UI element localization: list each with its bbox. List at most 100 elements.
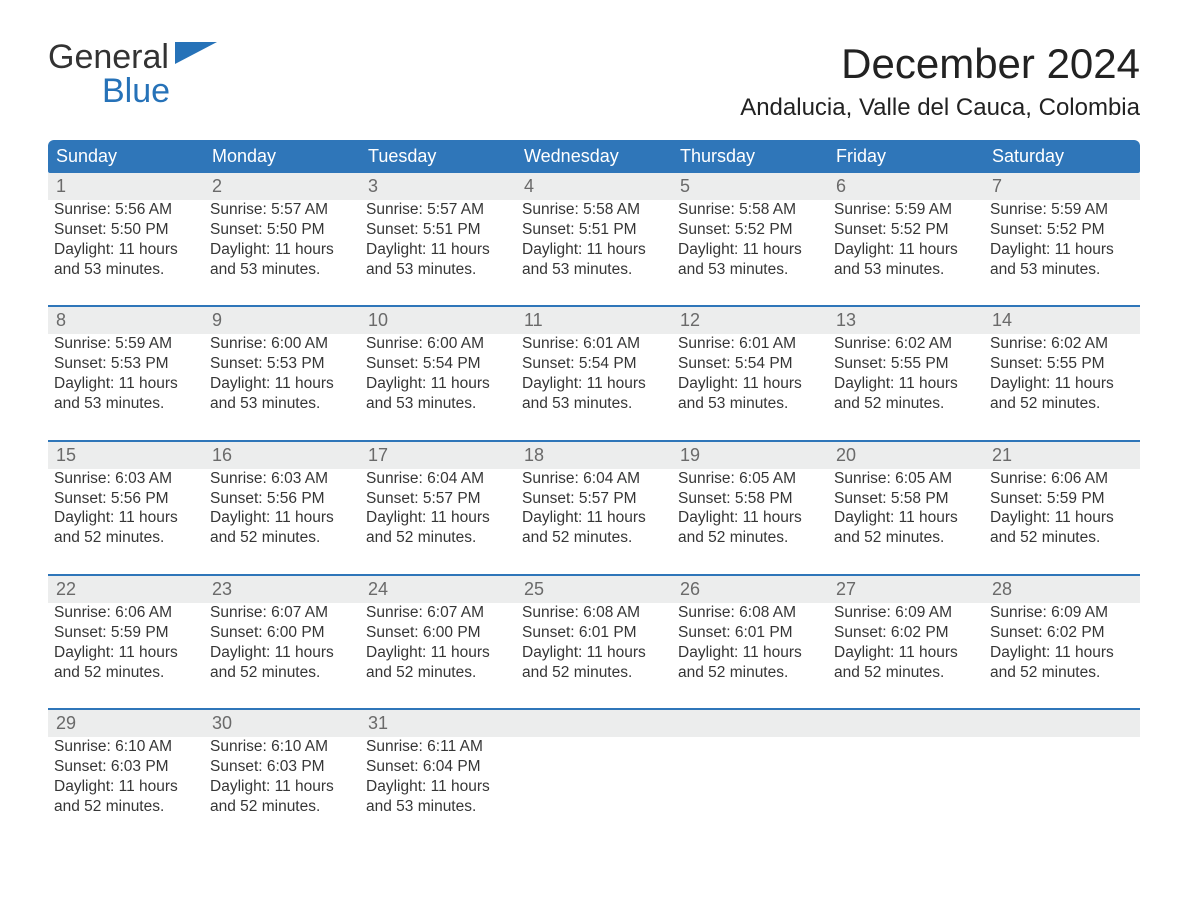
daylight-line-1: Daylight: 11 hours	[54, 508, 198, 528]
day-number: 15	[48, 441, 204, 469]
day-cell	[984, 737, 1140, 842]
day-cell: Sunrise: 6:10 AMSunset: 6:03 PMDaylight:…	[204, 737, 360, 842]
day-cell: Sunrise: 6:02 AMSunset: 5:55 PMDaylight:…	[984, 334, 1140, 440]
sunrise-line: Sunrise: 6:01 AM	[678, 334, 822, 354]
sunset-line: Sunset: 5:53 PM	[210, 354, 354, 374]
daylight-line-1: Daylight: 11 hours	[366, 643, 510, 663]
daylight-line-1: Daylight: 11 hours	[366, 508, 510, 528]
daylight-line-1: Daylight: 11 hours	[834, 240, 978, 260]
day-cell: Sunrise: 5:59 AMSunset: 5:52 PMDaylight:…	[984, 200, 1140, 306]
day-cell: Sunrise: 5:59 AMSunset: 5:52 PMDaylight:…	[828, 200, 984, 306]
daylight-line-2: and 53 minutes.	[54, 260, 198, 280]
day-number: 6	[828, 173, 984, 200]
day-cell: Sunrise: 6:09 AMSunset: 6:02 PMDaylight:…	[984, 603, 1140, 709]
daylight-line-1: Daylight: 11 hours	[834, 508, 978, 528]
day-number: 25	[516, 575, 672, 603]
daylight-line-1: Daylight: 11 hours	[210, 240, 354, 260]
day-number	[984, 709, 1140, 737]
weekday-header: Friday	[828, 140, 984, 173]
day-number: 22	[48, 575, 204, 603]
sunset-line: Sunset: 6:04 PM	[366, 757, 510, 777]
day-cell: Sunrise: 5:56 AMSunset: 5:50 PMDaylight:…	[48, 200, 204, 306]
sunrise-line: Sunrise: 6:02 AM	[990, 334, 1134, 354]
day-number: 10	[360, 306, 516, 334]
sunrise-line: Sunrise: 5:57 AM	[366, 200, 510, 220]
daylight-line-2: and 52 minutes.	[834, 528, 978, 548]
day-number: 23	[204, 575, 360, 603]
daynum-row: 22232425262728	[48, 575, 1140, 603]
sunset-line: Sunset: 5:59 PM	[990, 489, 1134, 509]
day-cell: Sunrise: 6:05 AMSunset: 5:58 PMDaylight:…	[828, 469, 984, 575]
day-cell: Sunrise: 6:03 AMSunset: 5:56 PMDaylight:…	[204, 469, 360, 575]
day-cell	[516, 737, 672, 842]
day-number: 17	[360, 441, 516, 469]
sunset-line: Sunset: 5:55 PM	[990, 354, 1134, 374]
daylight-line-1: Daylight: 11 hours	[210, 777, 354, 797]
sunset-line: Sunset: 5:52 PM	[990, 220, 1134, 240]
daylight-line-2: and 53 minutes.	[678, 260, 822, 280]
sunset-line: Sunset: 5:50 PM	[54, 220, 198, 240]
daylight-line-2: and 53 minutes.	[522, 394, 666, 414]
daylight-line-1: Daylight: 11 hours	[210, 508, 354, 528]
daylight-line-1: Daylight: 11 hours	[54, 777, 198, 797]
week-row: Sunrise: 6:10 AMSunset: 6:03 PMDaylight:…	[48, 737, 1140, 842]
daylight-line-2: and 53 minutes.	[678, 394, 822, 414]
daylight-line-1: Daylight: 11 hours	[522, 508, 666, 528]
day-number: 27	[828, 575, 984, 603]
sunrise-line: Sunrise: 5:59 AM	[834, 200, 978, 220]
sunset-line: Sunset: 6:02 PM	[834, 623, 978, 643]
sunset-line: Sunset: 6:00 PM	[210, 623, 354, 643]
daylight-line-1: Daylight: 11 hours	[210, 374, 354, 394]
daylight-line-2: and 53 minutes.	[54, 394, 198, 414]
daylight-line-1: Daylight: 11 hours	[990, 643, 1134, 663]
daylight-line-2: and 52 minutes.	[834, 663, 978, 683]
day-cell: Sunrise: 6:04 AMSunset: 5:57 PMDaylight:…	[516, 469, 672, 575]
daylight-line-2: and 52 minutes.	[210, 797, 354, 817]
day-cell	[828, 737, 984, 842]
day-cell: Sunrise: 6:01 AMSunset: 5:54 PMDaylight:…	[516, 334, 672, 440]
sunset-line: Sunset: 5:58 PM	[834, 489, 978, 509]
day-number: 8	[48, 306, 204, 334]
day-cell: Sunrise: 6:02 AMSunset: 5:55 PMDaylight:…	[828, 334, 984, 440]
day-number: 21	[984, 441, 1140, 469]
day-number: 2	[204, 173, 360, 200]
sunset-line: Sunset: 5:57 PM	[522, 489, 666, 509]
sunrise-line: Sunrise: 6:01 AM	[522, 334, 666, 354]
daylight-line-1: Daylight: 11 hours	[834, 374, 978, 394]
daylight-line-1: Daylight: 11 hours	[522, 374, 666, 394]
daynum-row: 1234567	[48, 173, 1140, 200]
daylight-line-2: and 52 minutes.	[54, 528, 198, 548]
brand-text-2: Blue	[102, 72, 170, 110]
daylight-line-2: and 52 minutes.	[366, 528, 510, 548]
day-number: 9	[204, 306, 360, 334]
brand-text-1: General	[48, 38, 169, 76]
day-cell: Sunrise: 6:06 AMSunset: 5:59 PMDaylight:…	[984, 469, 1140, 575]
day-cell: Sunrise: 6:04 AMSunset: 5:57 PMDaylight:…	[360, 469, 516, 575]
daylight-line-1: Daylight: 11 hours	[54, 643, 198, 663]
daylight-line-2: and 52 minutes.	[990, 394, 1134, 414]
brand-logo: General Blue	[48, 40, 217, 108]
sunrise-line: Sunrise: 5:56 AM	[54, 200, 198, 220]
sunrise-line: Sunrise: 6:05 AM	[834, 469, 978, 489]
sunset-line: Sunset: 5:56 PM	[210, 489, 354, 509]
weekday-header: Sunday	[48, 140, 204, 173]
day-cell: Sunrise: 6:08 AMSunset: 6:01 PMDaylight:…	[672, 603, 828, 709]
daylight-line-2: and 52 minutes.	[522, 528, 666, 548]
daylight-line-2: and 52 minutes.	[366, 663, 510, 683]
day-cell: Sunrise: 6:09 AMSunset: 6:02 PMDaylight:…	[828, 603, 984, 709]
daylight-line-2: and 53 minutes.	[210, 394, 354, 414]
sunset-line: Sunset: 5:57 PM	[366, 489, 510, 509]
sunrise-line: Sunrise: 6:10 AM	[210, 737, 354, 757]
sunrise-line: Sunrise: 6:08 AM	[522, 603, 666, 623]
day-number: 11	[516, 306, 672, 334]
sunrise-line: Sunrise: 6:03 AM	[210, 469, 354, 489]
sunrise-line: Sunrise: 6:07 AM	[210, 603, 354, 623]
weekday-header: Wednesday	[516, 140, 672, 173]
week-row: Sunrise: 5:59 AMSunset: 5:53 PMDaylight:…	[48, 334, 1140, 440]
day-cell: Sunrise: 6:00 AMSunset: 5:54 PMDaylight:…	[360, 334, 516, 440]
day-cell: Sunrise: 6:08 AMSunset: 6:01 PMDaylight:…	[516, 603, 672, 709]
sunset-line: Sunset: 5:54 PM	[366, 354, 510, 374]
daylight-line-2: and 52 minutes.	[678, 528, 822, 548]
sunset-line: Sunset: 6:02 PM	[990, 623, 1134, 643]
day-number	[828, 709, 984, 737]
